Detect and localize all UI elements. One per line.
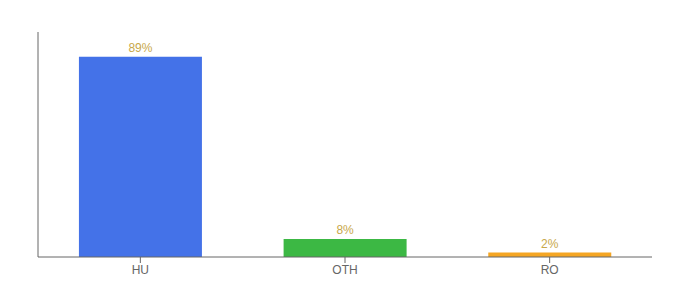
svg-text:RO: RO [541, 263, 559, 277]
svg-text:8%: 8% [336, 223, 354, 237]
svg-text:HU: HU [132, 263, 149, 277]
svg-text:2%: 2% [541, 237, 559, 251]
svg-text:89%: 89% [128, 41, 152, 55]
svg-text:OTH: OTH [332, 263, 357, 277]
